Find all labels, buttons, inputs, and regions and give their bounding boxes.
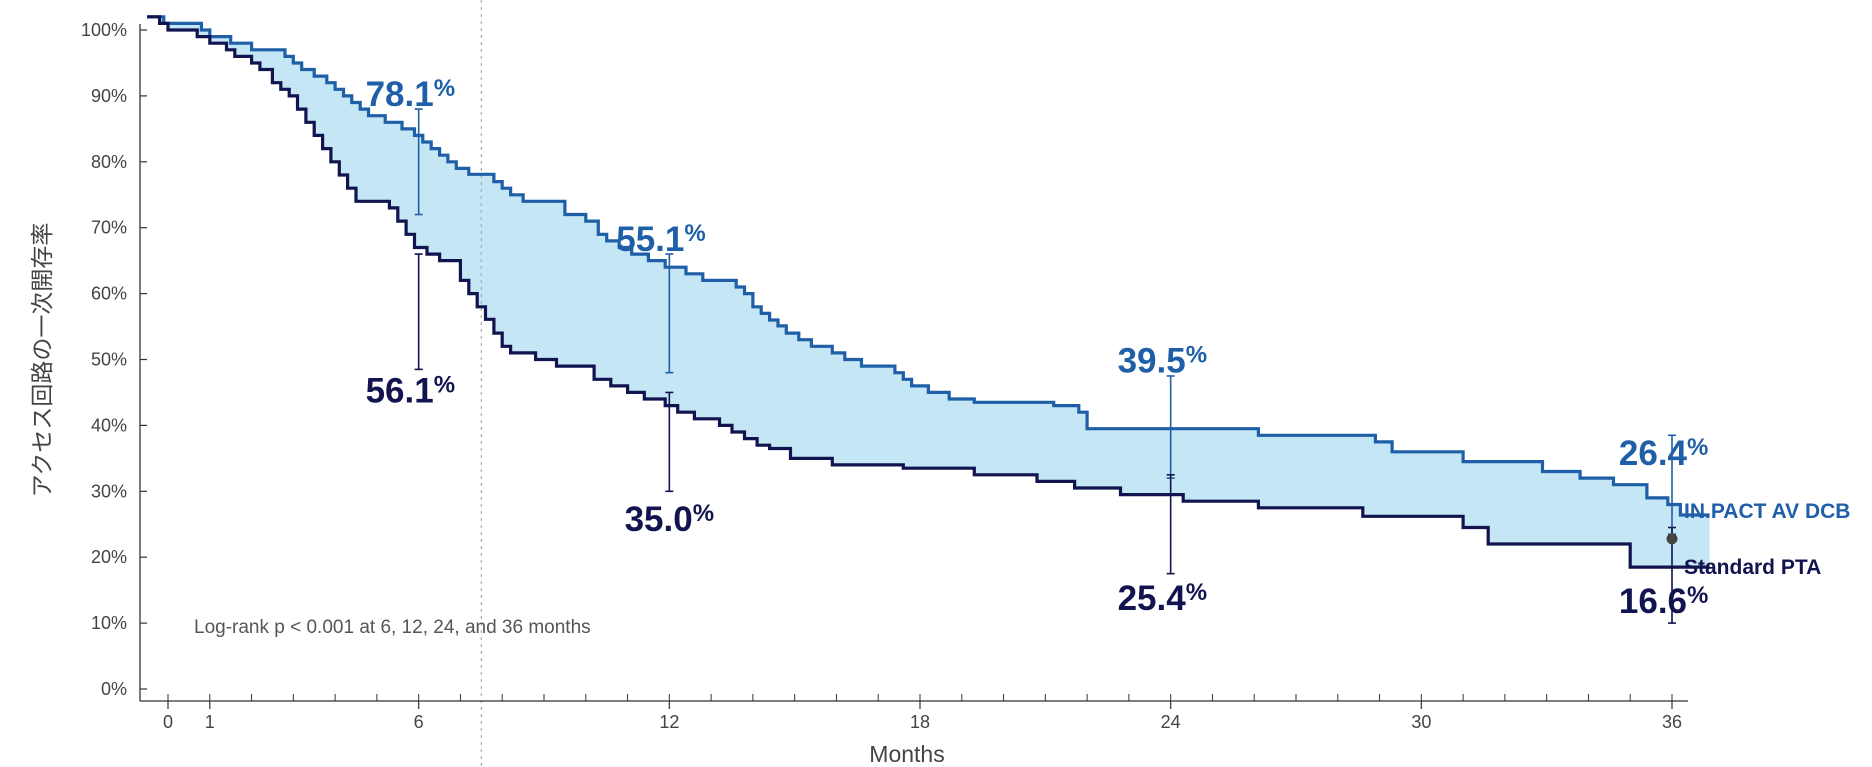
x-axis-title: Months (869, 741, 944, 767)
value-unit: % (1687, 582, 1708, 609)
x-tick-label: 36 (1662, 712, 1682, 732)
series-end-label-pta: Standard PTA (1684, 556, 1821, 579)
value-labels-layer: 78.1%55.1%39.5%26.4%56.1%35.0%25.4% 16.6%… (366, 75, 1851, 621)
series-lines-layer (147, 15, 1710, 569)
value-number: 25.4 (1118, 579, 1187, 618)
series-line-pta (147, 15, 1710, 569)
value-unit: % (434, 75, 455, 102)
series-end-label-dcb: IN.PACT AV DCB (1684, 500, 1850, 523)
difference-fill-layer (147, 16, 1710, 568)
x-tick-label: 12 (659, 712, 679, 732)
value-number: 26.4 (1619, 434, 1688, 473)
y-tick-label: 80% (91, 152, 127, 172)
end-marker-dot (1666, 533, 1678, 545)
y-tick-label: 10% (91, 613, 127, 633)
y-tick-label: 40% (91, 415, 127, 435)
value-number: 56.1 (366, 371, 434, 410)
log-rank-annotation: Log-rank p < 0.001 at 6, 12, 24, and 36 … (194, 617, 591, 638)
y-tick-label: 20% (91, 547, 127, 567)
value-label-pta-24: 25.4% (1118, 579, 1207, 618)
value-label-dcb-6: 78.1% (366, 75, 455, 114)
value-number: 78.1 (366, 75, 434, 114)
y-tick-label: 30% (91, 481, 127, 501)
x-tick-label: 6 (414, 712, 424, 732)
value-unit: % (1186, 342, 1207, 369)
x-tick-label: 24 (1161, 712, 1181, 732)
value-unit: % (434, 371, 455, 398)
y-tick-label: 0% (101, 679, 127, 699)
value-label-dcb-12: 55.1% (616, 220, 705, 259)
value-unit: % (1186, 579, 1207, 606)
x-tick-label: 18 (910, 712, 930, 732)
value-label-dcb-36: 26.4% (1619, 434, 1708, 473)
x-tick-label: 30 (1411, 712, 1431, 732)
x-tick-label: 1 (205, 712, 215, 732)
confidence-interval-layer (414, 108, 1678, 624)
y-tick-label: 90% (91, 86, 127, 106)
value-unit: % (1687, 434, 1708, 461)
value-number: 16.6 (1619, 582, 1687, 621)
value-number: 39.5 (1118, 342, 1186, 381)
y-axis-title: アクセス回路の一次開存率 (29, 223, 55, 498)
value-label-pta-36: 16.6% (1619, 582, 1708, 621)
x-tick-label: 0 (163, 712, 173, 732)
y-tick-label: 60% (91, 284, 127, 304)
y-tick-label: 70% (91, 218, 127, 238)
value-label-pta-12: 35.0% (625, 500, 714, 539)
difference-shading (147, 16, 1710, 568)
series-line-dcb (147, 15, 1710, 517)
value-label-dcb-24: 39.5% (1118, 342, 1207, 381)
value-number: 35.0 (625, 500, 693, 539)
y-tick-label: 50% (91, 350, 127, 370)
value-unit: % (684, 220, 705, 247)
value-unit: % (693, 500, 714, 527)
value-label-pta-6: 56.1% (366, 371, 455, 410)
y-tick-label: 100% (81, 20, 127, 40)
value-number: 55.1 (616, 220, 684, 259)
axes-layer: 0% 10% 20% 30% 40% 50% 60% 70% 80% 90% 100% 0 1 6 12 18… (81, 20, 1688, 732)
